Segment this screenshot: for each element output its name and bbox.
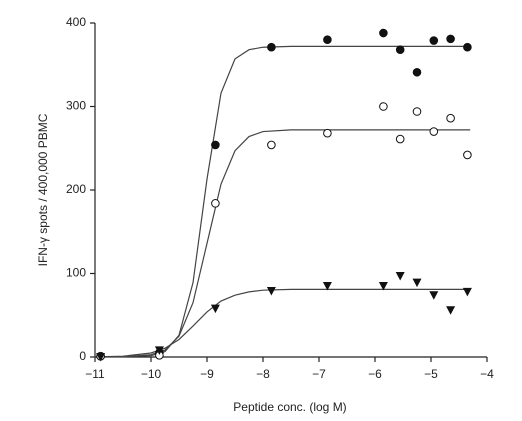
x-tick-label: −10: [141, 367, 162, 381]
fit-curve: [94, 45, 471, 358]
data-point: [412, 107, 422, 116]
data-point: [412, 278, 422, 288]
fit-curve: [94, 129, 471, 358]
data-point: [323, 128, 332, 138]
y-tick-label: 0: [79, 349, 86, 363]
y-axis-label: IFN-γ spots / 400,000 PBMC: [36, 113, 50, 266]
data-point: [267, 140, 276, 150]
data-point: [96, 353, 106, 362]
data-point: [378, 282, 388, 291]
x-tick-label: −9: [200, 367, 214, 381]
data-point: [379, 28, 388, 38]
y-tick-label: 200: [66, 182, 86, 196]
data-point: [323, 35, 332, 45]
x-tick-label: −8: [256, 367, 270, 381]
data-point: [446, 34, 455, 44]
data-point: [429, 291, 439, 300]
data-point: [463, 42, 472, 52]
data-point: [446, 113, 455, 123]
data-point: [154, 346, 164, 355]
x-tick-label: −5: [424, 367, 438, 381]
data-point: [429, 36, 439, 45]
data-point: [266, 287, 276, 296]
data-point: [379, 102, 388, 111]
data-point: [210, 304, 220, 314]
data-point: [211, 199, 220, 208]
y-tick-label: 100: [66, 266, 86, 280]
x-tick-label: −6: [368, 367, 382, 381]
data-point: [267, 42, 276, 52]
data-point: [412, 67, 422, 77]
data-point: [463, 150, 472, 160]
x-tick-label: −4: [480, 367, 494, 381]
data-point: [211, 140, 220, 150]
x-tick-label: −11: [85, 367, 105, 381]
x-tick-label: −7: [312, 367, 326, 381]
data-point: [395, 45, 405, 55]
data-point: [462, 287, 472, 297]
data-point: [395, 134, 405, 144]
data-point: [429, 127, 439, 136]
y-tick-label: 400: [66, 15, 86, 29]
fit-curve: [94, 288, 471, 358]
data-point: [395, 272, 405, 281]
data-point: [446, 306, 456, 315]
x-axis-label: Peptide conc. (log M): [233, 400, 346, 414]
data-point: [322, 282, 332, 291]
y-tick-label: 300: [66, 99, 86, 113]
